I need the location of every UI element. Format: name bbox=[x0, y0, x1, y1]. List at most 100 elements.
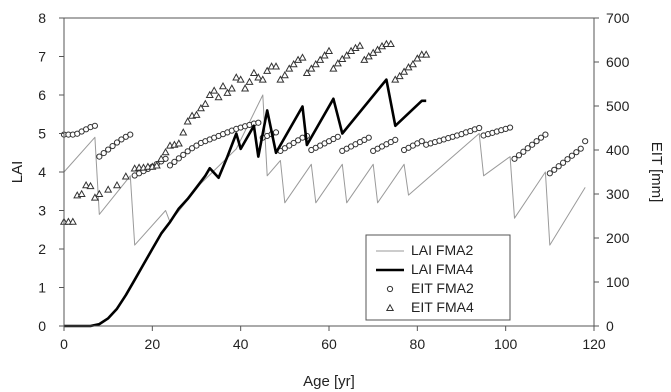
x-tick-label: 20 bbox=[145, 336, 161, 352]
eit-fma4-point bbox=[400, 67, 409, 75]
y-axis-right: 0 100 200 300 400 500 600 700 bbox=[594, 10, 630, 334]
y2-tick-label: 400 bbox=[606, 142, 630, 158]
eit-fma2-point bbox=[529, 141, 536, 148]
eit-fma2-point bbox=[175, 155, 182, 162]
y-tick-label: 0 bbox=[38, 318, 46, 334]
plot-series bbox=[59, 39, 589, 328]
eit-fma2-point bbox=[520, 148, 527, 155]
y2-tick-label: 600 bbox=[606, 54, 630, 70]
eit-fma4-point bbox=[174, 139, 183, 147]
eit-fma4-point bbox=[161, 147, 170, 156]
x-axis-label: Age [yr] bbox=[303, 373, 355, 390]
eit-fma4-point bbox=[201, 99, 210, 107]
y2-tick-label: 0 bbox=[606, 318, 614, 334]
eit-fma4-point bbox=[77, 189, 86, 198]
y-tick-label: 1 bbox=[38, 280, 46, 296]
eit-fma2-point bbox=[476, 124, 483, 132]
legend: LAI FMA2 LAI FMA4 EIT FMA2 EIT FMA4 bbox=[365, 234, 511, 321]
y2-axis-label: EIT [mm] bbox=[648, 142, 665, 203]
eit-fma2-point bbox=[418, 138, 425, 145]
y2-tick-label: 500 bbox=[606, 98, 630, 114]
y-tick-label: 4 bbox=[38, 164, 46, 180]
eit-fma2-point bbox=[564, 156, 571, 163]
y2-tick-label: 300 bbox=[606, 186, 630, 202]
y-axis-label: LAI bbox=[9, 161, 26, 184]
eit-fma4-point bbox=[263, 66, 272, 74]
eit-fma4-point bbox=[422, 50, 431, 58]
x-tick-label: 40 bbox=[233, 336, 249, 352]
legend-swatch bbox=[386, 285, 394, 293]
eit-fma4-point bbox=[236, 75, 245, 83]
y-tick-label: 6 bbox=[38, 87, 46, 103]
eit-fma4-point bbox=[205, 90, 214, 99]
eit-fma2-point bbox=[166, 162, 174, 169]
y-tick-label: 8 bbox=[38, 10, 46, 26]
x-tick-label: 0 bbox=[60, 336, 68, 352]
eit-fma4-markers bbox=[59, 39, 431, 225]
eit-fma4-point bbox=[232, 73, 241, 81]
x-tick-label: 80 bbox=[410, 336, 426, 352]
eit-fma4-point bbox=[329, 64, 338, 72]
eit-fma2-point bbox=[582, 138, 589, 145]
eit-fma4-point bbox=[223, 88, 232, 96]
eit-fma4-point bbox=[218, 81, 228, 90]
y-axis-left: 0 1 2 3 4 5 6 7 8 bbox=[38, 10, 64, 334]
y-tick-label: 2 bbox=[38, 241, 46, 257]
eit-fma2-point bbox=[568, 152, 576, 159]
eit-fma4-point bbox=[112, 180, 122, 189]
eit-fma2-point bbox=[392, 136, 399, 143]
x-tick-label: 60 bbox=[321, 336, 337, 352]
eit-fma2-point bbox=[537, 134, 545, 141]
y2-tick-label: 100 bbox=[606, 274, 630, 290]
eit-fma2-point bbox=[542, 131, 549, 138]
eit-fma4-point bbox=[413, 54, 422, 62]
eit-fma2-point bbox=[171, 158, 178, 165]
eit-fma2-point bbox=[193, 142, 200, 149]
x-tick-label: 120 bbox=[582, 336, 606, 352]
legend-label: EIT FMA4 bbox=[411, 299, 474, 315]
eit-fma2-point bbox=[573, 149, 580, 156]
lai-fma4-line bbox=[64, 78, 427, 328]
eit-fma4-point bbox=[395, 71, 404, 80]
eit-fma4-point bbox=[298, 53, 307, 61]
eit-fma4-point bbox=[285, 64, 294, 72]
legend-label: EIT FMA2 bbox=[411, 280, 474, 296]
legend-label: LAI FMA4 bbox=[411, 261, 473, 277]
eit-fma2-point bbox=[272, 129, 280, 136]
eit-fma2-point bbox=[105, 146, 112, 153]
y2-tick-label: 200 bbox=[606, 230, 630, 246]
eit-fma4-point bbox=[355, 41, 364, 49]
y-tick-label: 7 bbox=[38, 49, 46, 65]
eit-fma2-point bbox=[559, 159, 567, 166]
eit-fma2-point bbox=[180, 151, 187, 158]
eit-fma2-point bbox=[555, 163, 562, 170]
eit-fma4-point bbox=[68, 217, 77, 225]
eit-fma4-point bbox=[307, 64, 316, 72]
eit-fma4-point bbox=[196, 103, 205, 112]
eit-fma4-point bbox=[152, 161, 161, 169]
eit-fma2-point bbox=[255, 119, 262, 126]
legend-items: LAI FMA2 LAI FMA4 EIT FMA2 EIT FMA4 bbox=[376, 242, 474, 315]
eit-fma4-point bbox=[342, 51, 351, 59]
eit-fma2-point bbox=[524, 145, 531, 152]
eit-fma4-point bbox=[121, 172, 130, 180]
eit-fma2-point bbox=[113, 139, 121, 146]
eit-fma2-point bbox=[533, 138, 540, 145]
eit-fma4-point bbox=[391, 75, 400, 83]
eit-fma2-point bbox=[334, 133, 341, 140]
eit-fma4-point bbox=[245, 77, 254, 85]
eit-fma2-point bbox=[127, 131, 134, 138]
eit-fma2-point bbox=[515, 152, 523, 159]
eit-fma2-point bbox=[118, 136, 125, 143]
eit-fma4-point bbox=[408, 59, 417, 68]
lai-fma2-line bbox=[63, 94, 586, 246]
eit-fma4-point bbox=[227, 84, 236, 92]
legend-swatch bbox=[385, 303, 395, 312]
eit-fma4-point bbox=[360, 55, 369, 63]
eit-fma2-point bbox=[290, 139, 297, 147]
eit-fma4-point bbox=[241, 84, 250, 92]
eit-fma2-point bbox=[506, 124, 514, 131]
eit-fma4-point bbox=[338, 54, 347, 62]
eit-fma2-point bbox=[286, 142, 293, 149]
